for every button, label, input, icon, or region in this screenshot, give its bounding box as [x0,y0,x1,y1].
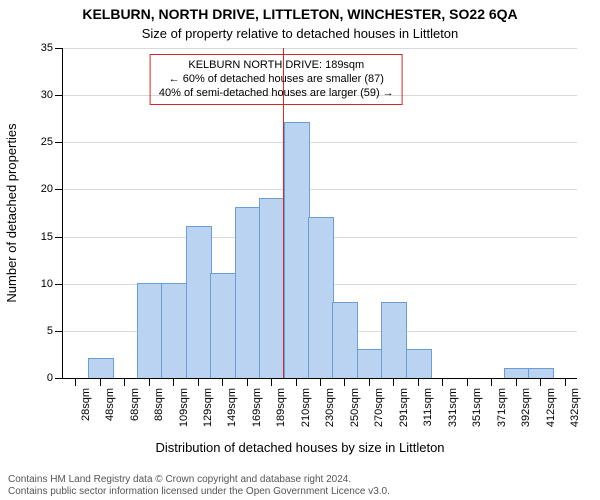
bar [235,207,261,378]
bar [161,283,187,378]
x-tick [393,378,394,386]
x-tick-label: 351sqm [471,388,483,427]
x-tick [296,378,297,386]
x-tick-label: 109sqm [178,388,190,427]
x-tick [222,378,223,386]
bar [186,226,212,378]
x-tick [540,378,541,386]
x-tick-label: 371sqm [496,388,508,427]
x-tick [442,378,443,386]
x-tick-label: 250sqm [349,388,361,427]
x-tick-label: 392sqm [520,388,532,427]
x-tick [247,378,248,386]
x-tick-label: 189sqm [275,388,287,427]
annotation-line-3: 40% of semi-detached houses are larger (… [159,87,394,101]
x-tick-label: 210sqm [300,388,312,427]
x-tick-label: 149sqm [226,388,238,427]
y-tick [55,142,63,143]
y-tick [55,284,63,285]
x-tick [565,378,566,386]
x-tick-label: 311sqm [422,388,434,426]
y-tick-label: 25 [41,136,53,148]
bar [259,198,285,378]
x-tick [149,378,150,386]
y-tick-label: 0 [47,372,53,384]
figure: KELBURN, NORTH DRIVE, LITTLETON, WINCHES… [0,0,600,500]
y-axis-label: Number of detached properties [4,123,19,302]
x-tick [320,378,321,386]
y-tick [55,48,63,49]
x-tick [271,378,272,386]
y-tick [55,237,63,238]
annotation-line-1: KELBURN NORTH DRIVE: 189sqm [159,59,394,73]
x-tick-label: 129sqm [202,388,214,427]
plot-area: Number of detached properties 0510152025… [62,48,577,379]
bar [528,368,554,378]
y-tick [55,95,63,96]
x-tick-label: 230sqm [324,388,336,427]
y-tick-label: 20 [41,183,53,195]
bar [308,217,334,378]
annotation-line-2: ← 60% of detached houses are smaller (87… [159,73,394,87]
y-tick-label: 15 [41,231,53,243]
x-tick [467,378,468,386]
y-tick-label: 10 [41,278,53,290]
x-tick [516,378,517,386]
x-tick [100,378,101,386]
x-tick-label: 28sqm [80,388,92,421]
x-tick-label: 169sqm [251,388,263,427]
footer-line-2: Contains public sector information licen… [8,486,390,498]
x-tick-label: 432sqm [569,388,581,427]
x-tick-label: 270sqm [373,388,385,427]
bar [504,368,530,378]
annotation-box: KELBURN NORTH DRIVE: 189sqm ← 60% of det… [150,54,403,105]
x-tick [198,378,199,386]
x-tick [173,378,174,386]
y-tick-label: 35 [41,42,53,54]
gridline [63,189,577,190]
gridline [63,142,577,143]
bar [381,302,407,378]
bar [88,358,114,378]
x-tick-label: 412sqm [545,388,557,427]
x-tick-label: 331sqm [447,388,459,427]
chart-subtitle: Size of property relative to detached ho… [0,26,600,41]
y-tick [55,189,63,190]
x-tick [124,378,125,386]
bar [137,283,163,378]
gridline [63,48,577,49]
x-tick-label: 48sqm [104,388,116,421]
x-tick [369,378,370,386]
chart-title: KELBURN, NORTH DRIVE, LITTLETON, WINCHES… [0,6,600,22]
bar [332,302,358,378]
x-tick [491,378,492,386]
bar [284,122,310,378]
bar [406,349,432,378]
y-tick-label: 5 [47,325,53,337]
x-tick [418,378,419,386]
footer-line-1: Contains HM Land Registry data © Crown c… [8,474,390,486]
x-tick-label: 88sqm [153,388,165,421]
x-axis-label: Distribution of detached houses by size … [0,440,600,455]
y-tick [55,331,63,332]
x-tick-label: 291sqm [398,388,410,427]
x-tick-label: 68sqm [129,388,141,421]
y-tick-label: 30 [41,89,53,101]
bar [357,349,383,378]
footer: Contains HM Land Registry data © Crown c… [8,474,390,498]
y-tick [55,378,63,379]
bar [210,273,236,378]
x-tick [344,378,345,386]
x-tick [75,378,76,386]
